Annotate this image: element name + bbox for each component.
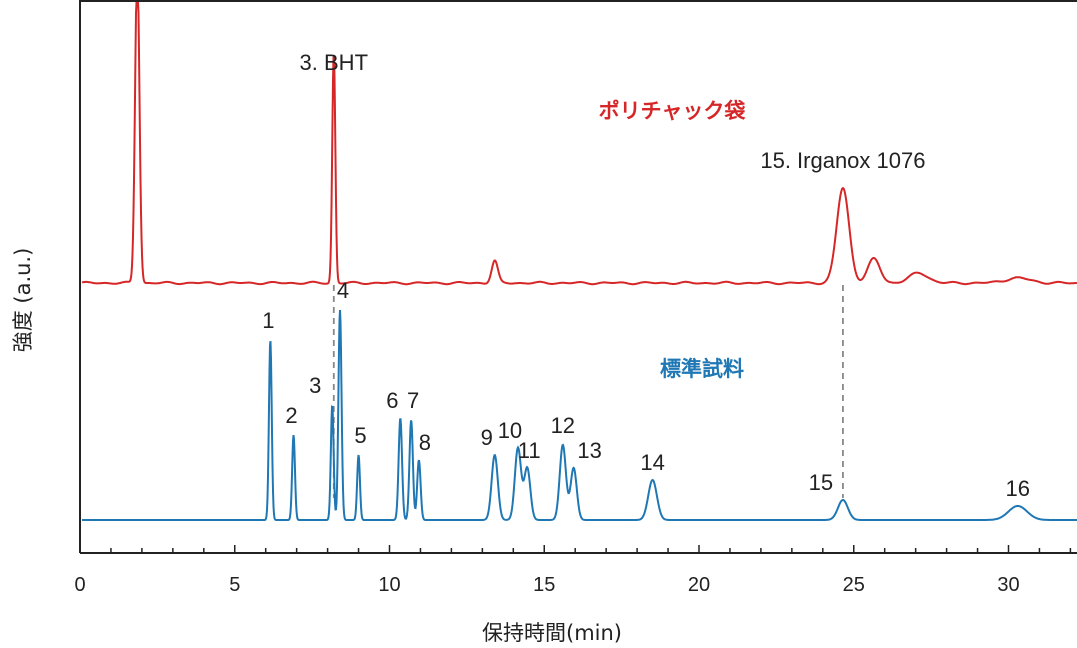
- peak-label: 3: [309, 373, 321, 398]
- series-label-standard: 標準試料: [660, 357, 744, 381]
- peak-label: 2: [285, 403, 297, 428]
- peak-label: 3. BHT: [300, 50, 368, 75]
- series-line-standard: [82, 309, 1077, 521]
- peak-label: 15. Irganox 1076: [760, 148, 925, 173]
- peak-label: 14: [640, 450, 664, 475]
- peak-label: 13: [577, 438, 601, 463]
- axes: 0 5 10 15 20 25 30: [74, 0, 1077, 596]
- x-tick-label: 15: [533, 574, 555, 596]
- peak-label: 4: [337, 278, 349, 303]
- peak-label: 9: [481, 425, 493, 450]
- peak-label: 11: [518, 438, 541, 463]
- x-axis-title: 保持時間(min): [482, 621, 622, 645]
- peak-label: 10: [498, 418, 522, 443]
- x-tick-label: 0: [74, 574, 85, 596]
- x-tick-label: 5: [229, 574, 240, 596]
- peak-label: 8: [419, 430, 431, 455]
- x-tick-label: 30: [997, 574, 1019, 596]
- x-tick-label: 25: [843, 574, 865, 596]
- x-tick-label: 10: [378, 574, 400, 596]
- series-label-sample: ポリチャック袋: [599, 99, 747, 123]
- peak-label: 6: [386, 388, 398, 413]
- peak-label: 5: [354, 423, 366, 448]
- peak-label: 16: [1006, 476, 1030, 501]
- plot-area: [81, 1, 1077, 521]
- peak-label: 1: [262, 308, 274, 333]
- peak-label: 15: [809, 470, 833, 495]
- peak-label: 12: [551, 413, 575, 438]
- y-axis-title: 強度 (a.u.): [11, 248, 35, 353]
- series-line-sample: [81, 1, 1077, 286]
- x-tick-label: 20: [688, 574, 710, 596]
- peak-label: 7: [407, 388, 419, 413]
